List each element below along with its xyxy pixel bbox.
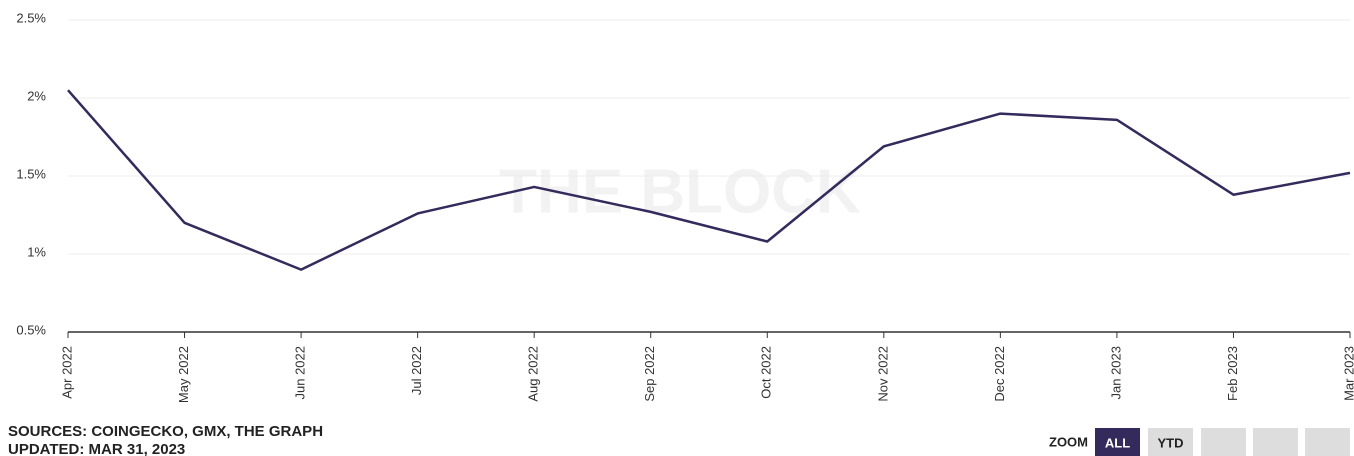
x-tick-label: Jun 2022 — [293, 346, 308, 400]
x-tick-label: Nov 2022 — [875, 346, 890, 402]
x-tick-label: Aug 2022 — [526, 346, 541, 402]
x-tick-label: Mar 2023 — [1341, 346, 1354, 401]
zoom-button[interactable] — [1201, 428, 1246, 456]
line — [67, 89, 1351, 271]
updated: UPDATED: MAR 31, 2023 — [8, 441, 185, 456]
zoom-button-label[interactable]: ALL — [1105, 435, 1130, 450]
zoom-button-label[interactable]: YTD — [1158, 435, 1184, 450]
zoom-label: ZOOM — [1049, 434, 1088, 449]
y-tick-label: 2.5% — [16, 10, 46, 25]
x-tick-label: Dec 2022 — [992, 346, 1007, 402]
x-tick-label: Apr 2022 — [59, 346, 74, 399]
zoom-button[interactable] — [1148, 428, 1193, 456]
zoom-button[interactable] — [1305, 428, 1350, 456]
zoom-button[interactable] — [1253, 428, 1298, 456]
zoom-button[interactable] — [1095, 428, 1140, 456]
x-tick-label: Jan 2023 — [1108, 346, 1123, 400]
y-tick-label: 1.5% — [16, 166, 46, 181]
x-tick-label: Jul 2022 — [409, 346, 424, 395]
sources: SOURCES: COINGECKO, GMX, THE GRAPH — [8, 423, 323, 440]
y-tick-label: 1% — [27, 244, 46, 259]
y-tick-label: 0.5% — [16, 322, 46, 337]
x-tick-label: Sep 2022 — [642, 346, 657, 402]
x-tick-label: Feb 2023 — [1225, 346, 1240, 401]
y-tick-label: 2% — [27, 88, 46, 103]
x-tick-label: May 2022 — [176, 346, 191, 403]
x-tick-label: Oct 2022 — [759, 346, 774, 399]
